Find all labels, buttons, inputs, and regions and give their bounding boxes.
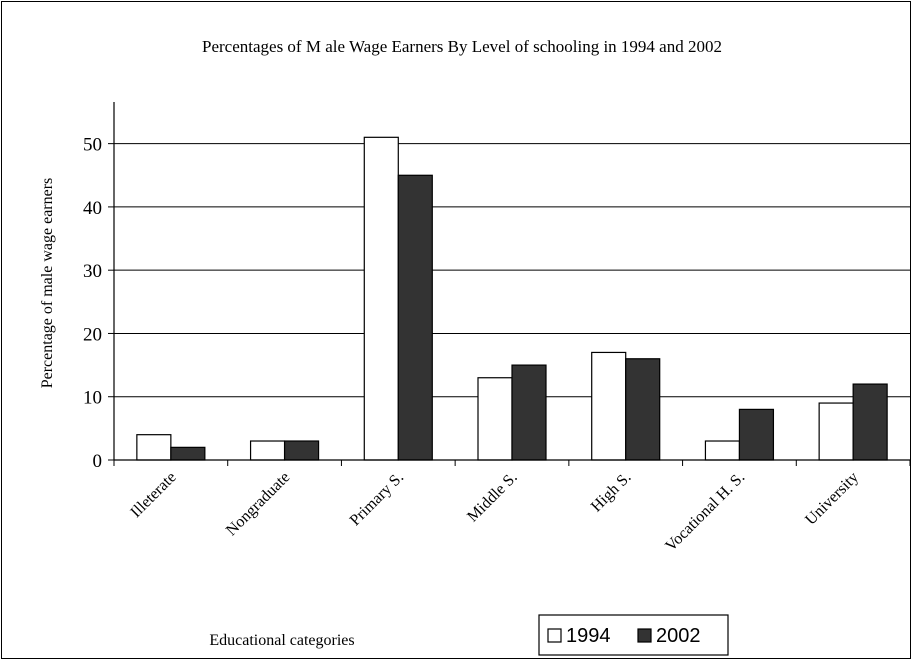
bar-1994-5 bbox=[704, 440, 741, 461]
bar-2002-2 bbox=[397, 174, 433, 461]
x-axis-label: Educational categories bbox=[209, 632, 354, 649]
bar-1994-3 bbox=[477, 377, 513, 461]
x-tick-labels: Illeterate Nongraduate Primary S. Middle S.… bbox=[127, 469, 862, 555]
legend-box bbox=[538, 614, 729, 656]
y-tick-label: 20 bbox=[83, 324, 102, 345]
bars bbox=[136, 136, 888, 461]
chart-title: Percentages of M ale Wage Earners By Lev… bbox=[202, 37, 722, 56]
bar-2002-0 bbox=[170, 446, 206, 461]
axes bbox=[113, 102, 911, 466]
legend-swatch-1994 bbox=[547, 628, 562, 643]
x-tick-label: High S. bbox=[588, 469, 635, 516]
y-tick-label: 10 bbox=[83, 388, 102, 409]
bar-1994-1 bbox=[249, 440, 286, 461]
x-tick-label: University bbox=[802, 469, 862, 529]
bar-2002-1 bbox=[283, 440, 320, 461]
x-tick-label: Vocational H. S. bbox=[662, 469, 748, 555]
bar-2002-6 bbox=[852, 383, 888, 461]
x-tick-label: Primary S. bbox=[347, 469, 407, 529]
bar-1994-2 bbox=[363, 136, 399, 461]
x-tick-label: Illeterate bbox=[127, 469, 179, 521]
bar-1994-0 bbox=[136, 434, 172, 461]
bar-1994-6 bbox=[818, 402, 854, 461]
x-tick-label: Middle S. bbox=[464, 469, 521, 526]
legend-label-2002: 2002 bbox=[656, 625, 701, 647]
legend-label-1994: 1994 bbox=[566, 625, 611, 647]
bar-2002-5 bbox=[738, 408, 775, 461]
bar-2002-4 bbox=[625, 358, 661, 461]
y-axis-label: Percentage of male wage earners bbox=[39, 178, 56, 389]
y-tick-label: 40 bbox=[83, 198, 102, 219]
y-tick-labels: 0 10 20 30 40 50 bbox=[83, 135, 114, 472]
legend-swatch-2002 bbox=[637, 628, 652, 643]
y-tick-label: 0 bbox=[93, 451, 103, 472]
y-tick-label: 50 bbox=[83, 135, 102, 156]
y-tick-label: 30 bbox=[83, 261, 102, 282]
x-tick-label: Nongraduate bbox=[223, 469, 293, 539]
bar-2002-3 bbox=[511, 364, 547, 461]
gridlines bbox=[114, 143, 910, 398]
bar-1994-4 bbox=[591, 351, 627, 461]
legend: 1994 2002 bbox=[538, 614, 729, 656]
